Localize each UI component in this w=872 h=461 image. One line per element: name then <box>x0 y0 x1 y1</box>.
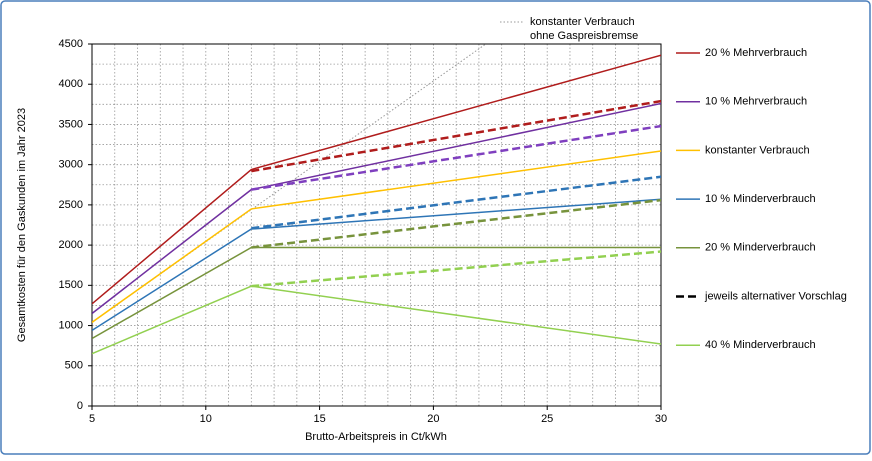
x-tick-label: 25 <box>541 413 553 425</box>
legend-label: 10 % Minderverbrauch <box>705 193 816 205</box>
line <box>251 124 661 191</box>
x-tick-label: 5 <box>89 413 95 425</box>
legend-label: ohne Gaspreisbremse <box>530 30 638 42</box>
line <box>251 250 661 288</box>
legend-label: jeweils alternativer Vorschlag <box>704 290 847 302</box>
x-tick-label: 10 <box>200 413 212 425</box>
legend-label: 40 % Minderverbrauch <box>705 339 816 351</box>
line <box>92 285 661 355</box>
line <box>92 54 661 305</box>
legend-label: 20 % Minderverbrauch <box>705 242 816 254</box>
y-axis-label: Gesamtkosten für den Gaskunden im Jahr 2… <box>16 108 28 342</box>
line <box>92 198 661 332</box>
plot-border <box>91 43 662 407</box>
y-tick-label: 500 <box>65 360 83 372</box>
x-tick-label: 30 <box>655 413 667 425</box>
y-tick-label: 3000 <box>59 159 83 171</box>
y-tick-label: 4000 <box>59 78 83 90</box>
legend-label: konstanter Verbrauch <box>530 16 635 28</box>
y-tick-label: 1500 <box>59 279 83 291</box>
y-tick-label: 2500 <box>59 199 83 211</box>
y-tick-label: 4500 <box>59 38 83 50</box>
y-tick-label: 1000 <box>59 319 83 331</box>
line <box>251 175 661 230</box>
line <box>92 150 661 323</box>
y-tick-label: 0 <box>77 400 83 412</box>
legend-label: konstanter Verbrauch <box>705 144 810 156</box>
y-tick-label: 2000 <box>59 239 83 251</box>
y-tick-label: 3500 <box>59 118 83 130</box>
line <box>251 99 661 173</box>
x-tick-label: 20 <box>427 413 439 425</box>
legend-label: 20 % Mehrverbrauch <box>705 47 807 59</box>
legend-label: 10 % Mehrverbrauch <box>705 96 807 108</box>
x-tick-label: 15 <box>313 413 325 425</box>
line <box>251 198 661 249</box>
x-axis-label: Brutto-Arbeitspreis in Ct/kWh <box>305 431 447 443</box>
